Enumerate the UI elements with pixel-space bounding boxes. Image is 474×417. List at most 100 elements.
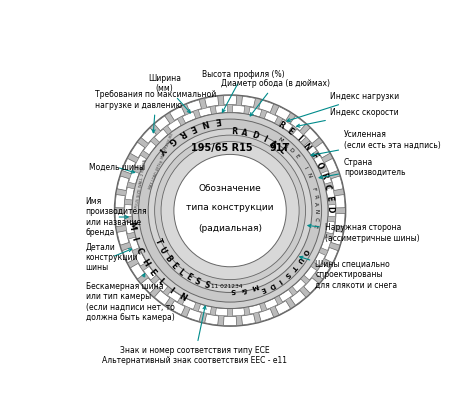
- Text: R: R: [176, 128, 187, 138]
- Text: Шины специально
спроектированы
для слякоти и снега: Шины специально спроектированы для сляко…: [300, 256, 397, 290]
- Circle shape: [138, 119, 321, 302]
- Wedge shape: [249, 304, 262, 314]
- Text: Высота профиля (%): Высота профиля (%): [201, 70, 284, 112]
- Wedge shape: [223, 317, 237, 326]
- Wedge shape: [275, 106, 291, 121]
- Wedge shape: [264, 298, 278, 309]
- Text: L: L: [156, 277, 166, 288]
- Text: N: N: [177, 292, 187, 304]
- Wedge shape: [199, 304, 211, 314]
- Wedge shape: [167, 290, 181, 302]
- Text: M: M: [277, 137, 283, 144]
- Text: MAX LOAD 497kg  MAX PRESSURE: MAX LOAD 497kg MAX PRESSURE: [148, 132, 174, 190]
- Text: R: R: [276, 120, 286, 131]
- Wedge shape: [279, 119, 292, 131]
- Text: Модель шины: Модель шины: [89, 163, 145, 173]
- Wedge shape: [126, 221, 134, 234]
- Text: A: A: [268, 139, 278, 150]
- Text: (радиальная): (радиальная): [198, 224, 262, 233]
- Text: I: I: [302, 166, 308, 170]
- Text: I: I: [261, 135, 267, 144]
- Wedge shape: [233, 106, 245, 113]
- Text: Ширина
(мм): Ширина (мм): [148, 74, 191, 113]
- Text: C: C: [313, 217, 319, 221]
- Wedge shape: [122, 158, 136, 173]
- Circle shape: [161, 141, 299, 280]
- Wedge shape: [135, 252, 146, 266]
- Wedge shape: [187, 309, 201, 321]
- Circle shape: [132, 113, 328, 309]
- Text: T: T: [290, 263, 298, 271]
- Wedge shape: [304, 278, 319, 293]
- Text: H: H: [139, 257, 151, 267]
- Wedge shape: [155, 290, 170, 305]
- Text: I: I: [167, 286, 175, 295]
- Wedge shape: [130, 264, 145, 279]
- Text: 91T: 91T: [270, 143, 290, 153]
- Text: D: D: [288, 147, 295, 153]
- Text: D: D: [250, 131, 259, 141]
- Wedge shape: [279, 290, 292, 302]
- Text: N: N: [301, 141, 312, 152]
- Wedge shape: [126, 187, 134, 200]
- Wedge shape: [292, 129, 306, 142]
- Wedge shape: [314, 252, 326, 266]
- Text: Бескамерная шина
или тип камеры
(если надписи нет, то
должна быть камера): Бескамерная шина или тип камеры (если на…: [86, 274, 174, 322]
- Text: Усиленная
(если есть эта надпись): Усиленная (если есть эта надпись): [311, 130, 441, 156]
- Text: F: F: [308, 151, 319, 161]
- Text: G: G: [166, 135, 177, 146]
- Text: Детали
конструкции
шины: Детали конструкции шины: [86, 242, 138, 272]
- Text: E: E: [214, 115, 221, 125]
- Wedge shape: [125, 205, 132, 216]
- Wedge shape: [144, 141, 156, 155]
- Wedge shape: [122, 248, 136, 263]
- Wedge shape: [128, 171, 139, 184]
- Wedge shape: [205, 96, 219, 107]
- Wedge shape: [115, 213, 125, 226]
- Wedge shape: [328, 205, 336, 216]
- Wedge shape: [331, 231, 343, 245]
- Text: Y: Y: [157, 144, 167, 155]
- Text: M: M: [127, 221, 137, 231]
- Text: S: S: [193, 277, 202, 287]
- Wedge shape: [326, 221, 335, 234]
- Text: E: E: [147, 268, 158, 278]
- Circle shape: [115, 95, 346, 326]
- Circle shape: [174, 154, 286, 267]
- Text: L: L: [176, 267, 186, 277]
- Wedge shape: [321, 171, 331, 184]
- Text: B: B: [163, 254, 173, 264]
- Text: 195/65 R15: 195/65 R15: [191, 143, 253, 153]
- Text: I: I: [130, 236, 139, 241]
- Wedge shape: [182, 112, 196, 123]
- Text: PLUS SIZE WALL 2 RAYON: PLUS SIZE WALL 2 RAYON: [136, 158, 148, 208]
- Text: Знак и номер соответствия типу ECE
Альтернативный знак соответствия EEC - e11: Знак и номер соответствия типу ECE Альте…: [102, 306, 287, 365]
- Wedge shape: [259, 309, 273, 321]
- Text: E: E: [312, 224, 318, 229]
- Wedge shape: [304, 266, 317, 280]
- Text: N: N: [200, 117, 210, 128]
- Text: A: A: [241, 128, 248, 138]
- Text: U: U: [157, 246, 168, 256]
- Wedge shape: [315, 264, 330, 279]
- Wedge shape: [117, 231, 129, 245]
- Wedge shape: [321, 237, 331, 251]
- Wedge shape: [115, 195, 125, 208]
- Text: C: C: [134, 246, 144, 255]
- Wedge shape: [325, 248, 338, 263]
- Wedge shape: [264, 112, 278, 123]
- Wedge shape: [275, 301, 291, 315]
- Wedge shape: [249, 107, 262, 117]
- Wedge shape: [335, 213, 345, 226]
- Wedge shape: [167, 119, 181, 131]
- Text: E: E: [324, 195, 334, 201]
- Text: E: E: [259, 286, 266, 293]
- Text: S: S: [283, 270, 291, 278]
- Wedge shape: [155, 116, 170, 131]
- Circle shape: [155, 135, 306, 286]
- Text: Требования по максимальной
нагрузке и давлению: Требования по максимальной нагрузке и да…: [95, 90, 217, 133]
- Text: 11 021234: 11 021234: [211, 284, 243, 289]
- Wedge shape: [290, 290, 306, 305]
- Wedge shape: [335, 195, 345, 208]
- Wedge shape: [233, 308, 245, 316]
